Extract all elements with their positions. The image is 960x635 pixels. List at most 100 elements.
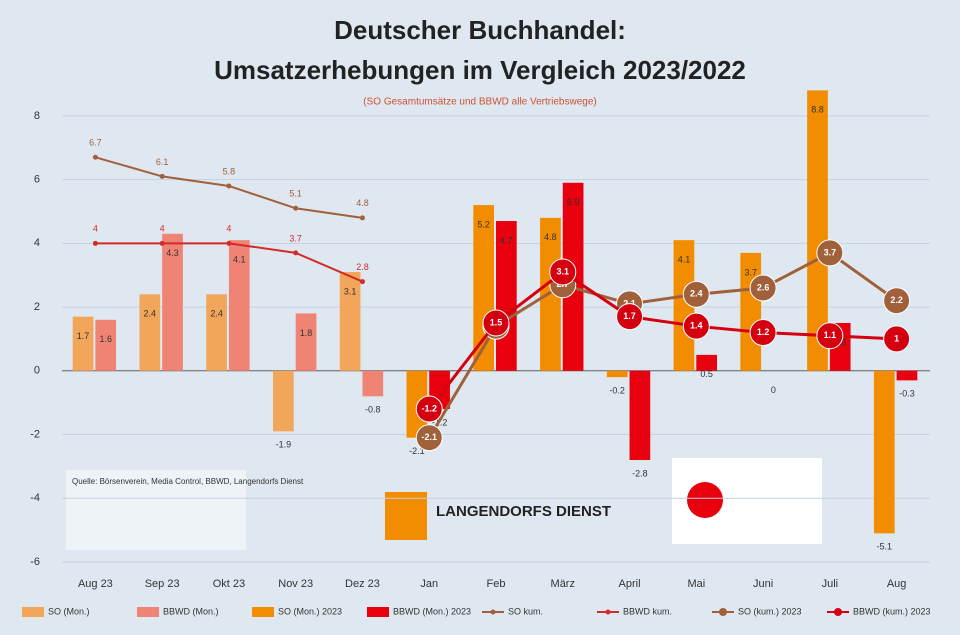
point (159, 240, 165, 246)
legend-label: SO (kum.) 2023 (738, 606, 802, 616)
bar (295, 313, 317, 371)
logo-text: LANGENDORFS DIENST (436, 503, 611, 520)
point (749, 274, 777, 302)
point-label: -2.1 (421, 432, 437, 442)
x-tick-label: Mai (687, 578, 705, 590)
point (749, 319, 777, 347)
bar (362, 370, 384, 397)
x-tick-label: Feb (487, 578, 506, 590)
point-label: 5.8 (223, 166, 236, 176)
x-tick-label: April (619, 578, 641, 590)
bar-label: -5.1 (877, 542, 893, 552)
point-label: 1 (894, 333, 899, 343)
chart-title: Deutscher Buchhandel: (334, 15, 626, 45)
bar-label: 3.7 (744, 267, 757, 277)
point-label: 1.5 (490, 317, 503, 327)
legend-swatch (834, 608, 842, 616)
legend-swatch (605, 609, 611, 615)
point (816, 239, 844, 267)
point-label: 1.4 (690, 321, 703, 331)
point-label: 5.1 (289, 189, 302, 199)
point-label: 4 (93, 224, 98, 234)
bar (606, 370, 628, 378)
y-tick-label: 8 (34, 110, 40, 122)
y-tick-label: 6 (34, 174, 40, 186)
legend-swatch (719, 608, 727, 616)
point (616, 303, 644, 331)
y-tick-label: 4 (34, 237, 40, 249)
point (415, 395, 443, 423)
x-tick-label: Dez 23 (345, 578, 380, 590)
y-tick-label: -2 (30, 428, 40, 440)
bar-label: 1.8 (300, 328, 313, 338)
x-tick-label: Sep 23 (145, 578, 180, 590)
point-label: -1.2 (421, 403, 437, 413)
legend-swatch (367, 607, 389, 617)
bar-label: 2.4 (210, 309, 223, 319)
point-label: 3.7 (289, 233, 302, 243)
point-label: 2.2 (890, 295, 903, 305)
bar (807, 90, 828, 371)
point-label: 4 (160, 224, 165, 234)
bar (339, 272, 361, 371)
legend-label: SO (Mon.) 2023 (278, 606, 342, 616)
point-label: 3.7 (824, 247, 837, 257)
bar (72, 316, 94, 371)
bar-label: -2.8 (632, 468, 648, 478)
point-label: 1.7 (623, 311, 636, 321)
source: Quelle: Börsenverein, Media Control, BBW… (72, 477, 304, 486)
point (359, 279, 365, 285)
legend-label: BBWD (kum.) 2023 (853, 606, 931, 616)
bar (228, 240, 250, 371)
bar-label: 1.7 (77, 331, 90, 341)
x-tick-label: Aug 23 (78, 578, 113, 590)
point (293, 205, 299, 211)
source-box (66, 470, 246, 550)
x-tick-label: Okt 23 (213, 578, 245, 590)
bar-label: -2.1 (409, 446, 425, 456)
y-tick-label: 2 (34, 301, 40, 313)
point (159, 173, 165, 179)
point (816, 322, 844, 350)
point (682, 312, 710, 340)
logo-icon (385, 492, 427, 540)
bar (673, 240, 695, 371)
point-label: 4.8 (356, 198, 369, 208)
bar-label: 1.6 (99, 334, 112, 344)
legend-label: BBWD (Mon.) (163, 606, 219, 616)
bar (696, 354, 718, 371)
bar-label: 5.9 (567, 197, 580, 207)
bar-label: 0 (771, 385, 776, 395)
legend-label: SO kum. (508, 606, 543, 616)
bar-label: -0.2 (609, 386, 625, 396)
point (682, 280, 710, 308)
x-tick-label: Juli (822, 578, 839, 590)
point (359, 215, 365, 221)
x-tick-label: Juni (753, 578, 773, 590)
point-label: 6.1 (156, 157, 169, 167)
point-label: 1.2 (757, 327, 770, 337)
legend-swatch (252, 607, 274, 617)
bar-label: 4.1 (233, 255, 246, 265)
bar-label: 0.5 (700, 369, 713, 379)
bar (95, 319, 117, 371)
point (415, 424, 443, 452)
x-tick-label: Jan (420, 578, 438, 590)
legend-label: BBWD kum. (623, 606, 672, 616)
bar-label: 4.1 (678, 255, 691, 265)
y-tick-label: -4 (30, 492, 40, 504)
bar-label: 8.8 (811, 105, 824, 115)
bar (272, 370, 294, 432)
point-label: 1.1 (824, 330, 837, 340)
point (883, 325, 911, 353)
bar-label: 3.1 (344, 286, 357, 296)
x-tick-label: März (551, 578, 575, 590)
bar-label: 4.3 (166, 248, 179, 258)
legend-label: SO (Mon.) (48, 606, 90, 616)
point-label: 6.7 (89, 138, 102, 148)
bar (873, 370, 895, 534)
bar (139, 294, 161, 371)
y-tick-label: -6 (30, 556, 40, 568)
point (226, 240, 232, 246)
